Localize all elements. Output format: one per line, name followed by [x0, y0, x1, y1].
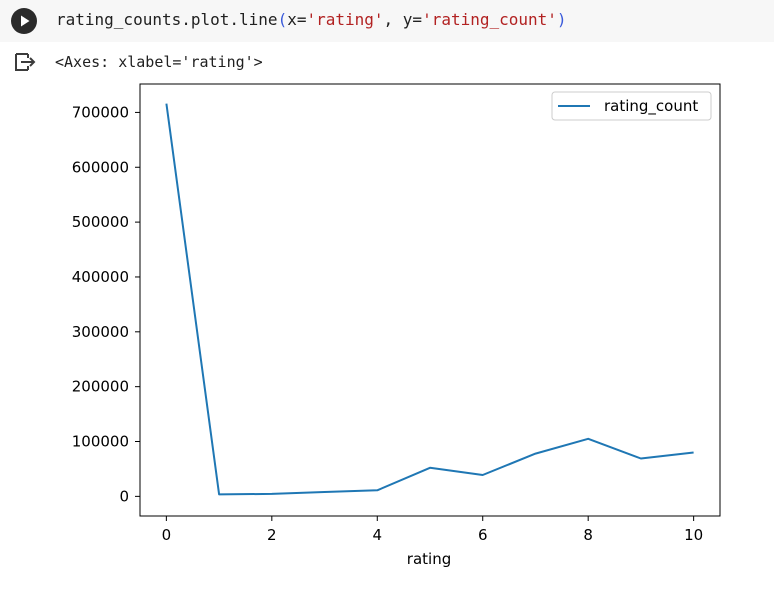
output-repr-text: <Axes: xlabel='rating'> [55, 53, 263, 71]
y-tick-label: 300000 [72, 323, 129, 341]
y-tick-label: 700000 [72, 103, 129, 121]
run-cell-button[interactable] [11, 8, 37, 34]
code-arg-y-name: y= [402, 10, 423, 29]
legend-label: rating_count [604, 97, 698, 116]
code-close-paren: ) [556, 10, 567, 29]
x-axis-title: rating [407, 550, 451, 568]
code-open-paren: ( [277, 10, 288, 29]
x-tick-label: 2 [267, 526, 277, 544]
x-tick-label: 4 [372, 526, 382, 544]
series-group [165, 103, 694, 496]
x-tick-label: 8 [583, 526, 593, 544]
x-tick-label: 10 [684, 526, 703, 544]
x-axis: 0 2 4 6 8 10 [162, 516, 703, 544]
y-tick-label: 400000 [72, 268, 129, 286]
code-line[interactable]: rating_counts.plot.line(x='rating', y='r… [56, 9, 567, 31]
y-axis: 0 100000 200000 300000 400000 500000 600000 700… [72, 103, 140, 505]
y-tick-label: 100000 [72, 433, 129, 451]
code-arg-y-value: 'rating_count' [422, 10, 557, 29]
legend: rating_count [551, 91, 712, 121]
y-tick-label: 600000 [72, 158, 129, 176]
play-icon [21, 15, 30, 27]
y-tick-label: 0 [119, 487, 129, 505]
legend-box [551, 91, 712, 121]
x-tick-label: 0 [162, 526, 172, 544]
x-tick-label: 6 [478, 526, 488, 544]
series-line-rating_count [165, 103, 694, 496]
y-tick-label: 500000 [72, 213, 129, 231]
code-separator: , [383, 10, 403, 29]
code-cell[interactable]: rating_counts.plot.line(x='rating', y='r… [0, 0, 774, 42]
y-tick-label: 200000 [72, 378, 129, 396]
output-arrow-icon[interactable] [14, 52, 38, 72]
plot-frame [139, 83, 721, 517]
code-call: rating_counts.plot.line [56, 10, 278, 29]
code-arg-x-name: x= [287, 10, 307, 29]
code-arg-x-value: 'rating' [306, 10, 384, 29]
